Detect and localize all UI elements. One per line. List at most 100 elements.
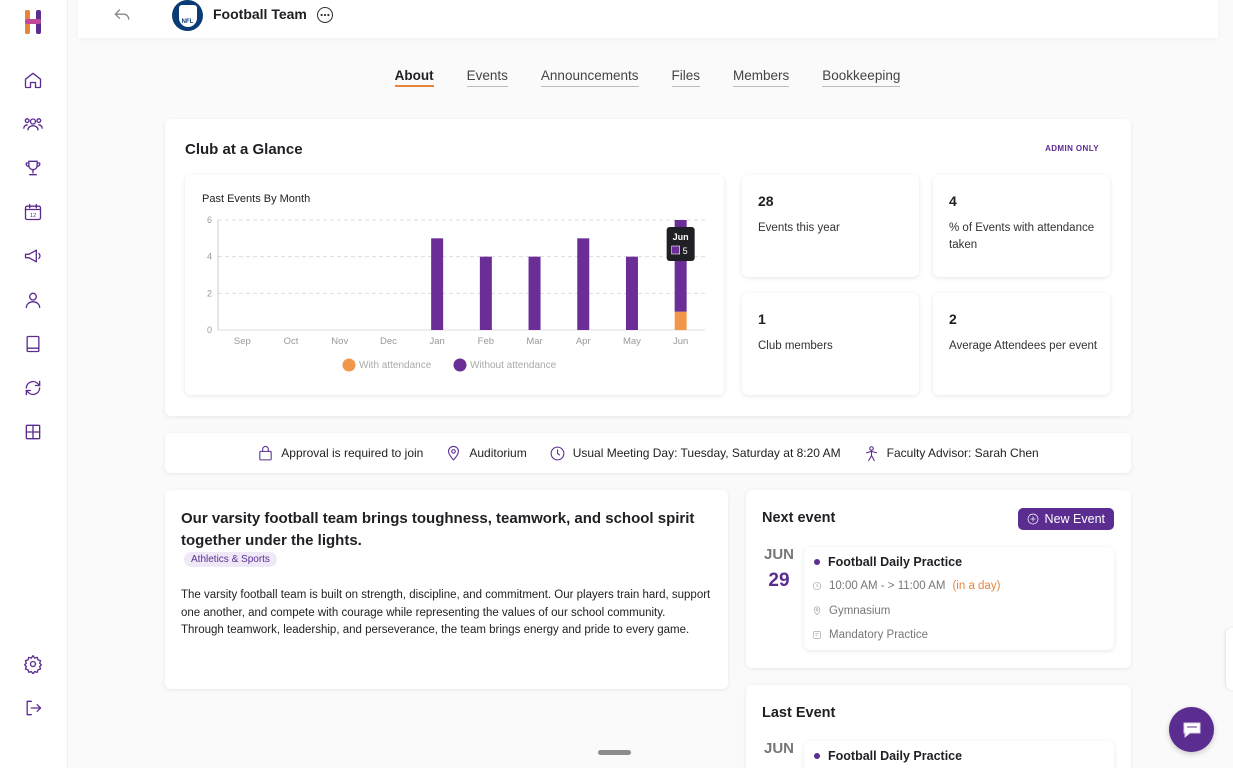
book-icon[interactable] xyxy=(22,333,44,355)
bar-may-without-attendance xyxy=(625,256,638,330)
last-event-item[interactable]: Football Daily Practice xyxy=(804,741,1114,768)
event-relative-time: (in a day) xyxy=(952,580,1001,592)
trophy-icon[interactable] xyxy=(22,157,44,179)
y-tick-label: 2 xyxy=(207,288,212,298)
next-event-title: Next event xyxy=(762,510,836,526)
event-location-text: Gymnasium xyxy=(829,605,891,617)
meeting-text: Usual Meeting Day: Tuesday, Saturday at … xyxy=(572,446,841,460)
stat-club-members: 1 Club members xyxy=(742,293,919,395)
y-tick-label: 6 xyxy=(207,215,212,225)
clock-icon xyxy=(550,446,565,460)
event-dot xyxy=(814,753,820,759)
tab-members[interactable]: Members xyxy=(733,68,790,87)
groups-icon[interactable] xyxy=(22,113,44,135)
x-tick-label: Mar xyxy=(526,336,542,347)
stat-average-attendees: 2 Average Attendees per event xyxy=(933,293,1110,395)
club-at-a-glance-card: Club at a Glance ADMIN ONLY Past Events … xyxy=(165,119,1131,416)
bar-feb-without-attendance xyxy=(479,256,492,330)
tooltip-label: Jun xyxy=(673,232,689,242)
legend-label: With attendance xyxy=(359,360,432,371)
more-options-icon[interactable] xyxy=(316,6,334,24)
page-header: NFL Football Team xyxy=(78,0,1218,38)
new-event-label: New Event xyxy=(1044,512,1105,526)
home-icon[interactable] xyxy=(22,69,44,91)
scroll-handle[interactable] xyxy=(598,750,631,755)
tab-about[interactable]: About xyxy=(394,68,434,87)
app-logo[interactable] xyxy=(23,8,43,36)
location-info: Auditorium xyxy=(445,445,527,462)
stat-value: 1 xyxy=(758,311,766,327)
page-title: Football Team xyxy=(213,6,307,22)
legend-swatch xyxy=(342,358,356,372)
clock-icon xyxy=(812,581,822,591)
event-name: Football Daily Practice xyxy=(814,555,962,569)
x-tick-label: Dec xyxy=(380,336,397,347)
bar-apr-without-attendance xyxy=(577,238,590,330)
tab-bookkeeping[interactable]: Bookkeeping xyxy=(822,68,901,87)
bar-jan-without-attendance xyxy=(431,238,444,330)
approval-info: Approval is required to join xyxy=(257,445,423,462)
event-name-text: Football Daily Practice xyxy=(828,555,963,569)
grid-icon[interactable] xyxy=(22,421,44,443)
tab-announcements[interactable]: Announcements xyxy=(540,68,639,87)
stat-label: Events this year xyxy=(758,222,840,234)
past-events-chart-card: Past Events By Month 0 2 4 6 Sep Oct Nov Dec Jan… xyxy=(185,175,724,395)
tooltip-value: 5 xyxy=(683,246,688,256)
stat-value: 28 xyxy=(758,193,774,209)
plus-circle-icon xyxy=(1027,513,1038,525)
chart-title: Past Events By Month xyxy=(202,193,311,205)
glance-title: Club at a Glance xyxy=(185,141,303,158)
event-location: Gymnasium xyxy=(812,605,890,617)
side-drawer-tab[interactable] xyxy=(1226,628,1233,690)
club-info-bar: Approval is required to join Auditorium … xyxy=(165,433,1131,473)
x-tick-label: Nov xyxy=(331,336,348,347)
event-type-text: Mandatory Practice xyxy=(829,629,929,641)
lock-bag-icon xyxy=(259,445,272,460)
tab-files[interactable]: Files xyxy=(671,68,701,87)
advisor-text: Faculty Advisor: Sarah Chen xyxy=(886,446,1039,460)
event-dot xyxy=(814,559,820,565)
bar-mar-without-attendance xyxy=(528,256,541,330)
logout-icon[interactable] xyxy=(22,697,44,719)
calendar-icon[interactable]: 12 xyxy=(22,201,44,223)
tab-events[interactable]: Events xyxy=(466,68,508,87)
stat-attendance-taken: 4 % of Events with attendance taken xyxy=(933,175,1110,277)
event-month: JUN xyxy=(763,546,794,563)
event-time: 10:00 AM - > 11:00 AM (in a day) xyxy=(812,580,1000,592)
next-event-item[interactable]: Football Daily Practice 10:00 AM - > 11:… xyxy=(804,547,1114,650)
x-tick-label: Feb xyxy=(478,336,494,347)
legend-swatch xyxy=(453,358,467,372)
advisor-person-icon xyxy=(865,445,877,461)
tab-bar: About Events Announcements Files Members… xyxy=(0,68,1233,87)
approval-text: Approval is required to join xyxy=(281,446,424,460)
chat-button[interactable] xyxy=(1169,707,1214,752)
next-event-card: Next event New Event JUN 29 Football Dai… xyxy=(746,490,1131,668)
last-event-card: Last Event JUN Football Daily Practice xyxy=(746,685,1131,768)
settings-icon[interactable] xyxy=(22,653,44,675)
stat-label: Club members xyxy=(758,340,833,352)
announcements-icon[interactable] xyxy=(22,245,44,267)
about-card: Our varsity football team brings toughne… xyxy=(165,490,728,689)
y-tick-label: 0 xyxy=(207,325,212,335)
stat-label: % of Events with attendance taken xyxy=(949,222,1095,251)
new-event-button[interactable]: New Event xyxy=(1017,508,1114,530)
chat-bubble-icon xyxy=(1183,722,1200,738)
sync-icon[interactable] xyxy=(22,377,44,399)
category-tag[interactable]: Athletics & Sports xyxy=(184,552,277,567)
about-headline: Our varsity football team brings toughne… xyxy=(181,510,695,549)
tooltip-swatch xyxy=(671,245,680,255)
event-name-text: Football Daily Practice xyxy=(828,749,963,763)
x-tick-label: Jan xyxy=(429,336,444,347)
y-tick-label: 4 xyxy=(207,252,212,262)
profile-icon[interactable] xyxy=(22,289,44,311)
location-pin-icon xyxy=(813,606,821,616)
location-pin-icon xyxy=(448,445,460,460)
x-tick-label: Jun xyxy=(673,336,688,347)
back-arrow-icon[interactable] xyxy=(112,5,134,25)
event-name: Football Daily Practice xyxy=(814,749,962,763)
location-text: Auditorium xyxy=(469,446,527,460)
x-tick-label: Sep xyxy=(234,336,251,347)
stat-events-this-year: 28 Events this year xyxy=(742,175,919,277)
x-tick-label: May xyxy=(623,336,641,347)
avatar-text: NFL xyxy=(181,18,194,25)
